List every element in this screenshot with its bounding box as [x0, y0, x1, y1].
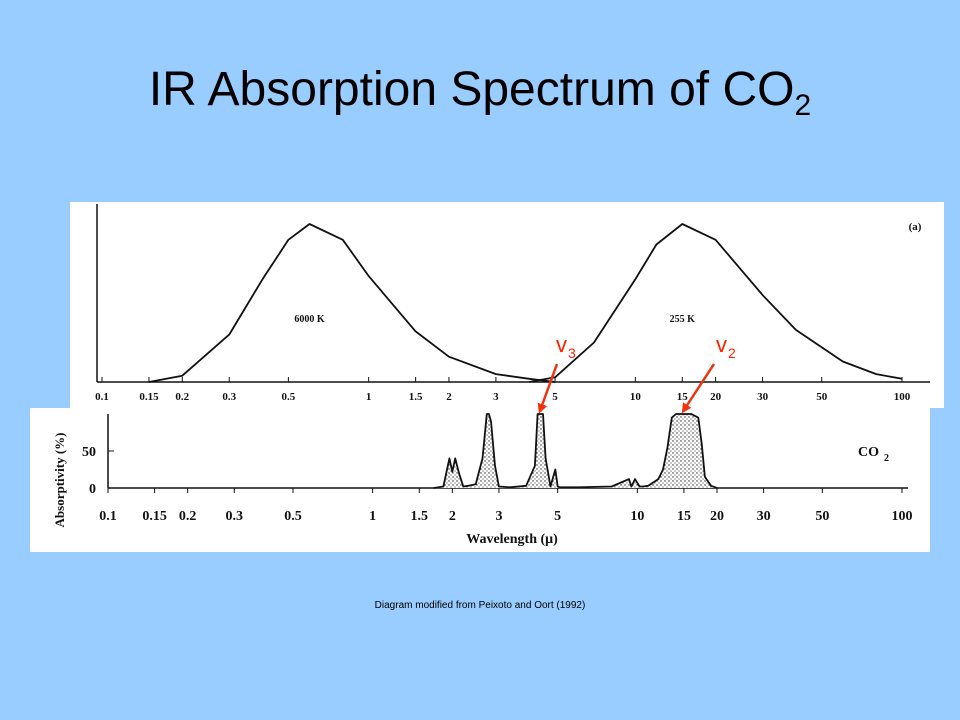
- top-x-tick-label-5: 1: [366, 391, 372, 403]
- top-x-tick-label-13: 30: [757, 391, 769, 403]
- mode-label-1: v: [716, 332, 727, 357]
- top-x-tick-label-15: 100: [894, 391, 911, 403]
- top-x-tick-label-4: 0.5: [282, 391, 296, 403]
- bottom-x-tick-label-8: 3: [495, 509, 502, 524]
- bottom-x-tick-label-10: 10: [630, 509, 644, 524]
- panel-tag-label: (a): [909, 221, 922, 233]
- bottom-x-tick-label-14: 50: [815, 509, 829, 524]
- mode-arrow-1: [681, 363, 716, 414]
- slide-title: IR Absorption Spectrum of CO2: [0, 62, 960, 123]
- slide-title-subscript: 2: [794, 89, 812, 122]
- top-x-tick-label-7: 2: [446, 391, 452, 403]
- bottom-x-tick-label-5: 1: [369, 509, 376, 524]
- top-x-tick-label-14: 50: [816, 391, 828, 403]
- bottom-x-tick-label-3: 0.3: [226, 509, 244, 524]
- co2-legend-label: CO: [858, 445, 879, 460]
- co2-absorption-line: [433, 413, 718, 489]
- top-x-tick-label-10: 10: [630, 391, 642, 403]
- bottom-x-tick-label-6: 1.5: [411, 509, 429, 524]
- figure-caption: Diagram modified from Peixoto and Oort (…: [374, 600, 586, 611]
- top-x-tick-label-3: 0.3: [222, 391, 236, 403]
- bottom-y-tick-label-1: 50: [82, 445, 96, 460]
- bottom-y-axis-label: Absorptivity (%): [52, 433, 67, 528]
- top-x-tick-label-6: 1.5: [409, 391, 423, 403]
- co2-legend-subscript: 2: [884, 453, 889, 464]
- mode-label-0: v: [556, 332, 567, 357]
- bottom-x-tick-label-11: 15: [677, 509, 691, 524]
- top-panel-background: [70, 202, 944, 408]
- bottom-y-tick-label-0: 0: [89, 482, 96, 497]
- bottom-x-tick-label-1: 0.15: [142, 509, 167, 524]
- curve-label-0: 6000 K: [294, 314, 325, 325]
- slide-title-text: IR Absorption Spectrum of CO: [148, 63, 795, 116]
- blackbody-curve-1: [529, 223, 903, 383]
- blackbody-curve-0: [148, 223, 556, 383]
- mode-label-subscript-1: 2: [728, 345, 736, 361]
- bottom-x-tick-label-15: 100: [892, 509, 913, 524]
- bottom-x-tick-label-2: 0.2: [179, 509, 197, 524]
- top-x-tick-label-0: 0.1: [95, 391, 109, 403]
- mode-arrow-0: [537, 363, 559, 414]
- curve-label-1: 255 K: [670, 314, 696, 325]
- bottom-x-tick-label-0: 0.1: [99, 509, 117, 524]
- bottom-x-tick-label-13: 30: [757, 509, 771, 524]
- bottom-x-tick-label-7: 2: [449, 509, 456, 524]
- mode-label-subscript-0: 3: [568, 345, 576, 361]
- top-x-tick-label-11: 15: [677, 391, 689, 403]
- bottom-x-tick-label-12: 20: [710, 509, 724, 524]
- top-x-tick-label-9: 5: [552, 391, 558, 403]
- top-x-tick-label-1: 0.15: [139, 391, 159, 403]
- co2-absorption-area: [433, 414, 717, 488]
- bottom-x-tick-label-4: 0.5: [284, 509, 302, 524]
- bottom-x-axis-label: Wavelength (μ): [466, 532, 558, 547]
- top-x-tick-label-2: 0.2: [175, 391, 189, 403]
- bottom-x-tick-label-9: 5: [554, 509, 561, 524]
- top-x-tick-label-12: 20: [710, 391, 722, 403]
- top-x-tick-label-8: 3: [493, 391, 499, 403]
